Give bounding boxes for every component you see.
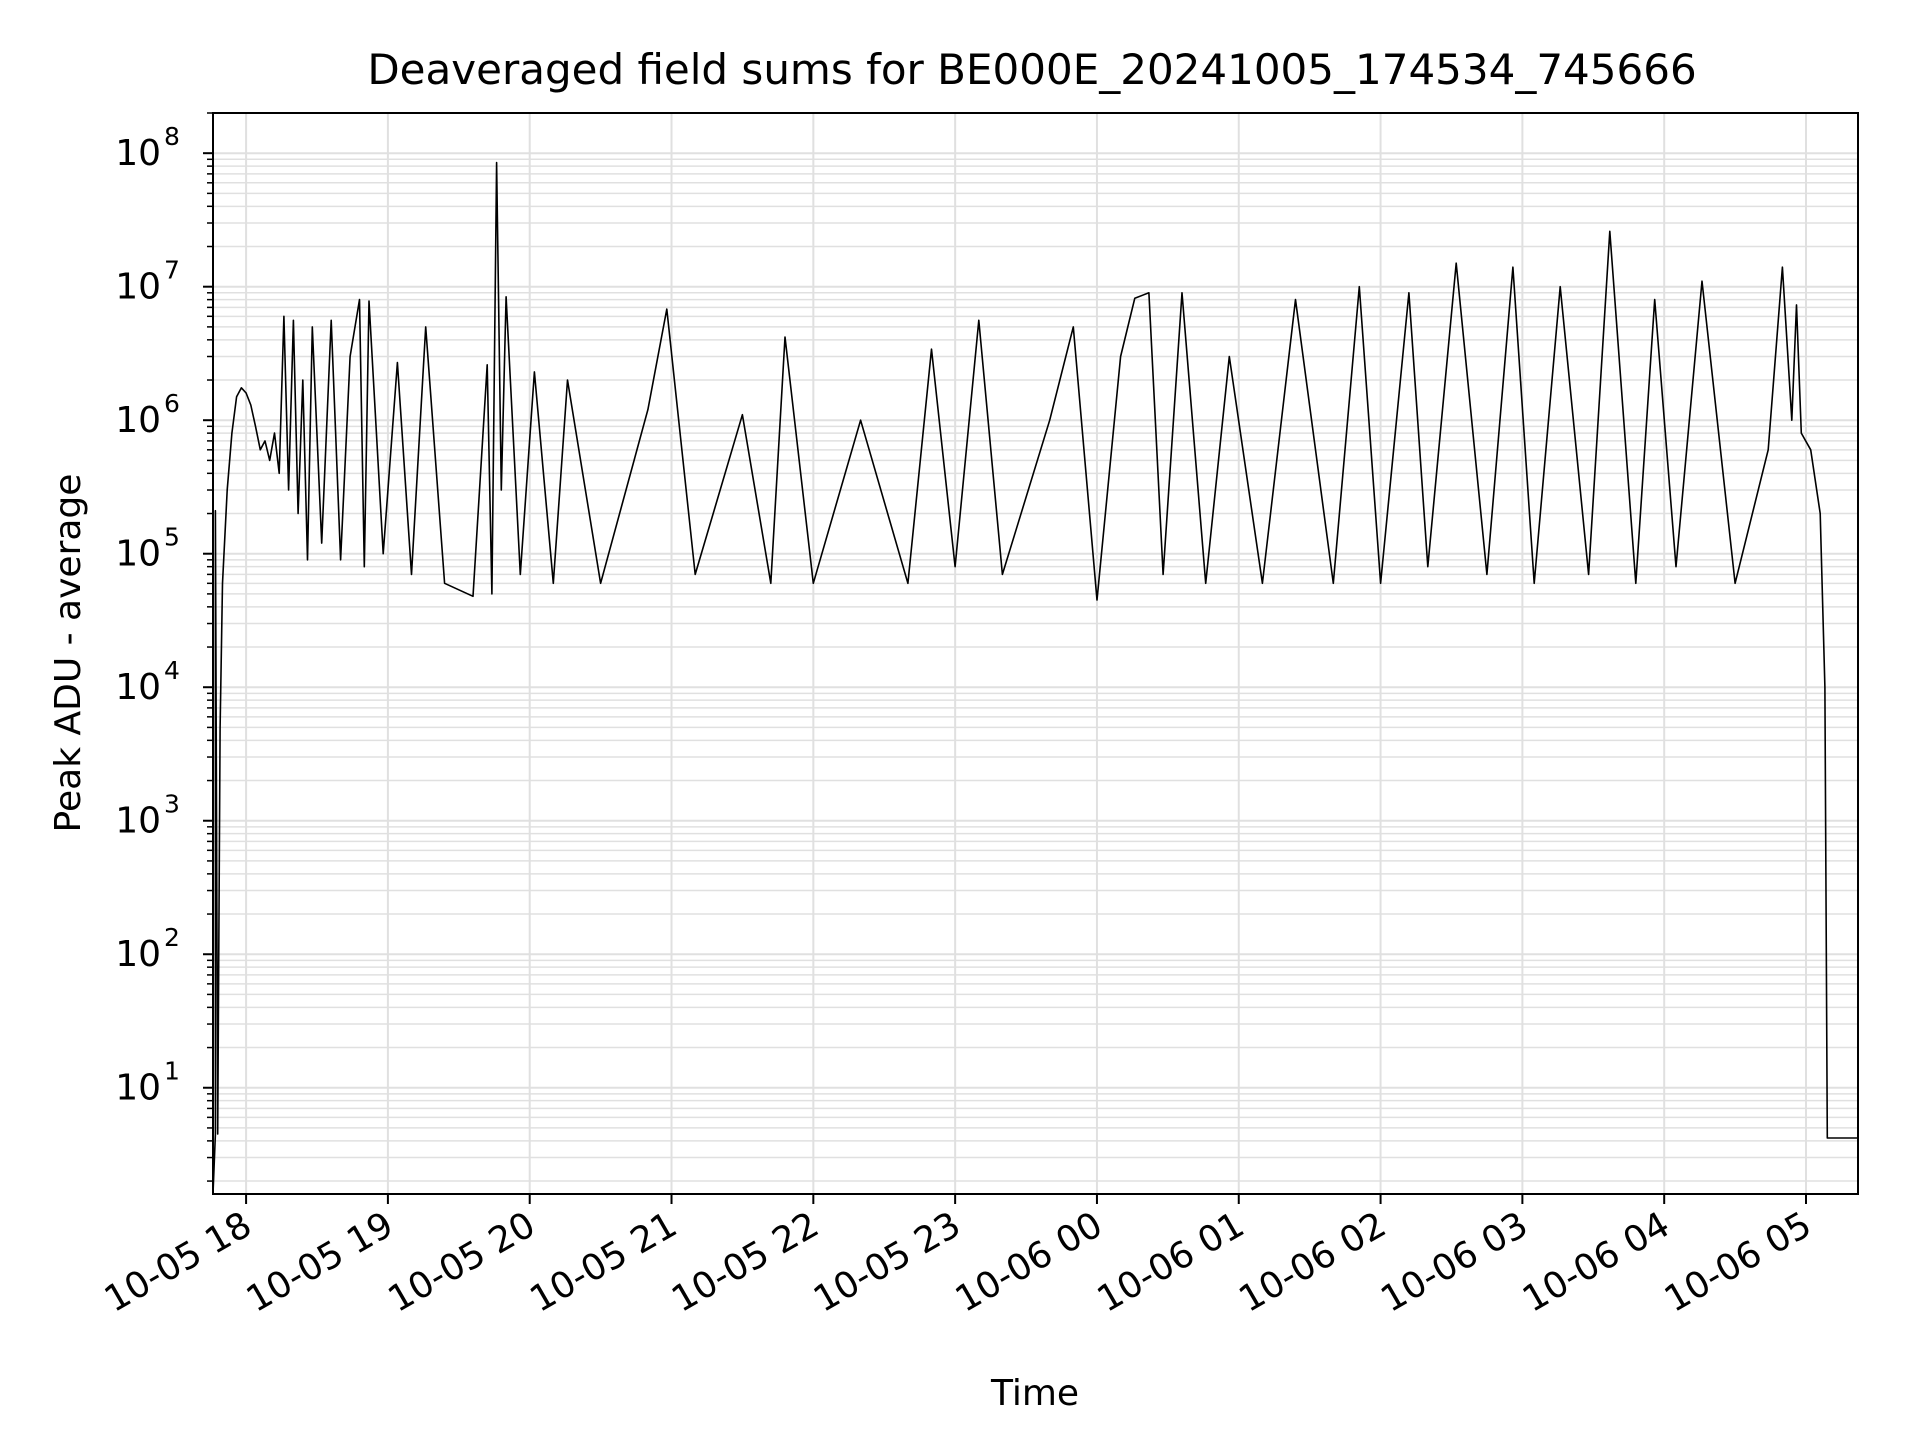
y-axis-label: Peak ADU - average bbox=[48, 474, 89, 833]
y-tick-label: 10 bbox=[115, 934, 161, 975]
y-tick-label-exponent: 3 bbox=[164, 790, 180, 819]
y-tick-label-exponent: 7 bbox=[164, 256, 180, 285]
chart-title: Deaveraged field sums for BE000E_2024100… bbox=[367, 45, 1696, 94]
y-tick-label: 10 bbox=[115, 267, 161, 308]
plot-frame bbox=[212, 112, 1859, 1195]
y-tick-label: 10 bbox=[115, 1068, 161, 1109]
x-axis-label: Time bbox=[990, 1373, 1079, 1414]
y-tick-label: 10 bbox=[115, 667, 161, 708]
y-tick-label: 10 bbox=[115, 133, 161, 174]
series-line bbox=[213, 161, 1858, 1194]
y-tick-label-exponent: 1 bbox=[164, 1057, 180, 1086]
y-tick-label-exponent: 6 bbox=[164, 389, 180, 418]
y-tick-label-exponent: 8 bbox=[164, 122, 180, 151]
y-tick-label-exponent: 2 bbox=[164, 923, 180, 952]
y-tick-label-exponent: 4 bbox=[164, 656, 180, 685]
y-tick-label: 10 bbox=[115, 801, 161, 842]
y-tick-label: 10 bbox=[115, 534, 161, 575]
y-tick-label-exponent: 5 bbox=[164, 523, 180, 552]
y-tick-label: 10 bbox=[115, 400, 161, 441]
grid bbox=[213, 112, 1858, 1194]
series-layer bbox=[213, 161, 1858, 1194]
